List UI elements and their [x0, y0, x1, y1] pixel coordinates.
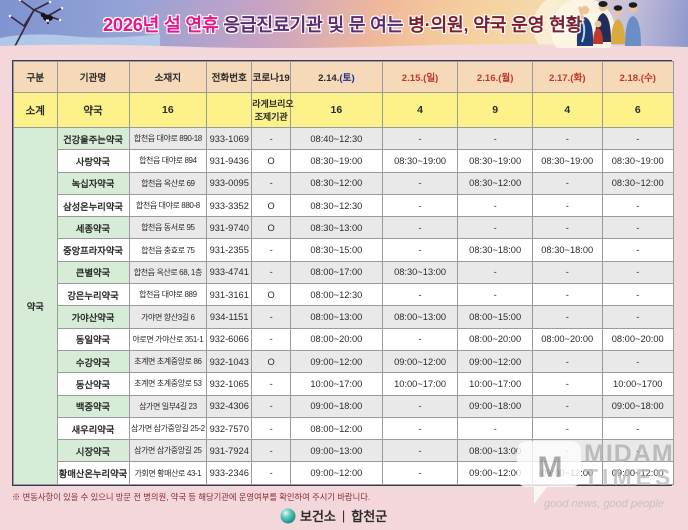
svg-text:M: M [538, 451, 563, 484]
